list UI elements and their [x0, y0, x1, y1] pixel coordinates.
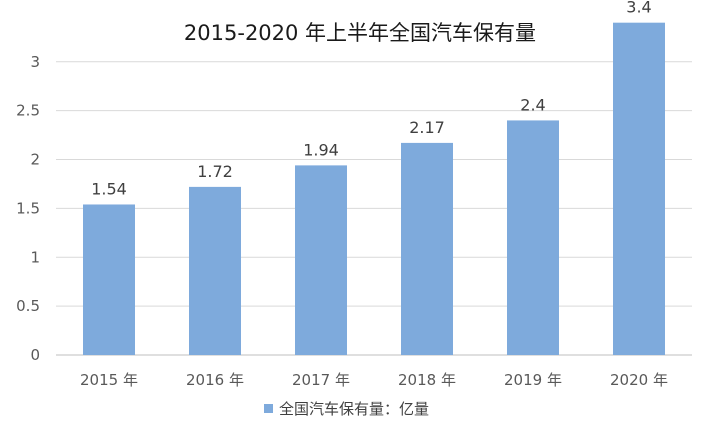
data-label: 1.72	[197, 162, 233, 181]
y-tick-label: 2.5	[16, 102, 40, 120]
data-labels: 1.54 1.72 1.94 2.17 2.4 3.4	[91, 0, 652, 198]
bar	[83, 204, 135, 355]
x-axis-ticks: 2015 年 2016 年 2017 年 2018 年 2019 年 2020 年	[80, 371, 668, 389]
x-tick-label: 2017 年	[292, 371, 350, 389]
data-label: 2.17	[409, 118, 445, 137]
x-tick-label: 2019 年	[504, 371, 562, 389]
x-tick-label: 2015 年	[80, 371, 138, 389]
legend-swatch	[264, 404, 273, 413]
x-tick-label: 2016 年	[186, 371, 244, 389]
y-tick-label: 1	[30, 248, 40, 266]
y-tick-label: 2	[30, 151, 40, 169]
y-tick-label: 1.5	[16, 199, 40, 217]
y-tick-label: 3	[30, 53, 40, 71]
bars	[83, 22, 665, 355]
legend-label: 全国汽车保有量：亿量	[279, 400, 429, 418]
bar	[613, 22, 665, 355]
bar	[401, 142, 453, 355]
legend: 全国汽车保有量：亿量	[264, 400, 429, 418]
data-label: 1.54	[91, 179, 127, 198]
data-label: 3.4	[626, 0, 651, 17]
y-axis-ticks: 0 0.5 1 1.5 2 2.5 3	[16, 53, 40, 364]
gridlines	[56, 61, 692, 356]
bar	[189, 186, 241, 355]
x-tick-label: 2018 年	[398, 371, 456, 389]
y-tick-label: 0	[30, 346, 40, 364]
y-tick-label: 0.5	[16, 297, 40, 315]
bar	[507, 120, 559, 355]
chart-title: 2015-2020 年上半年全国汽车保有量	[184, 21, 536, 45]
x-tick-label: 2020 年	[610, 371, 668, 389]
data-label: 2.4	[520, 95, 545, 114]
bar	[295, 165, 347, 355]
data-label: 1.94	[303, 140, 339, 159]
